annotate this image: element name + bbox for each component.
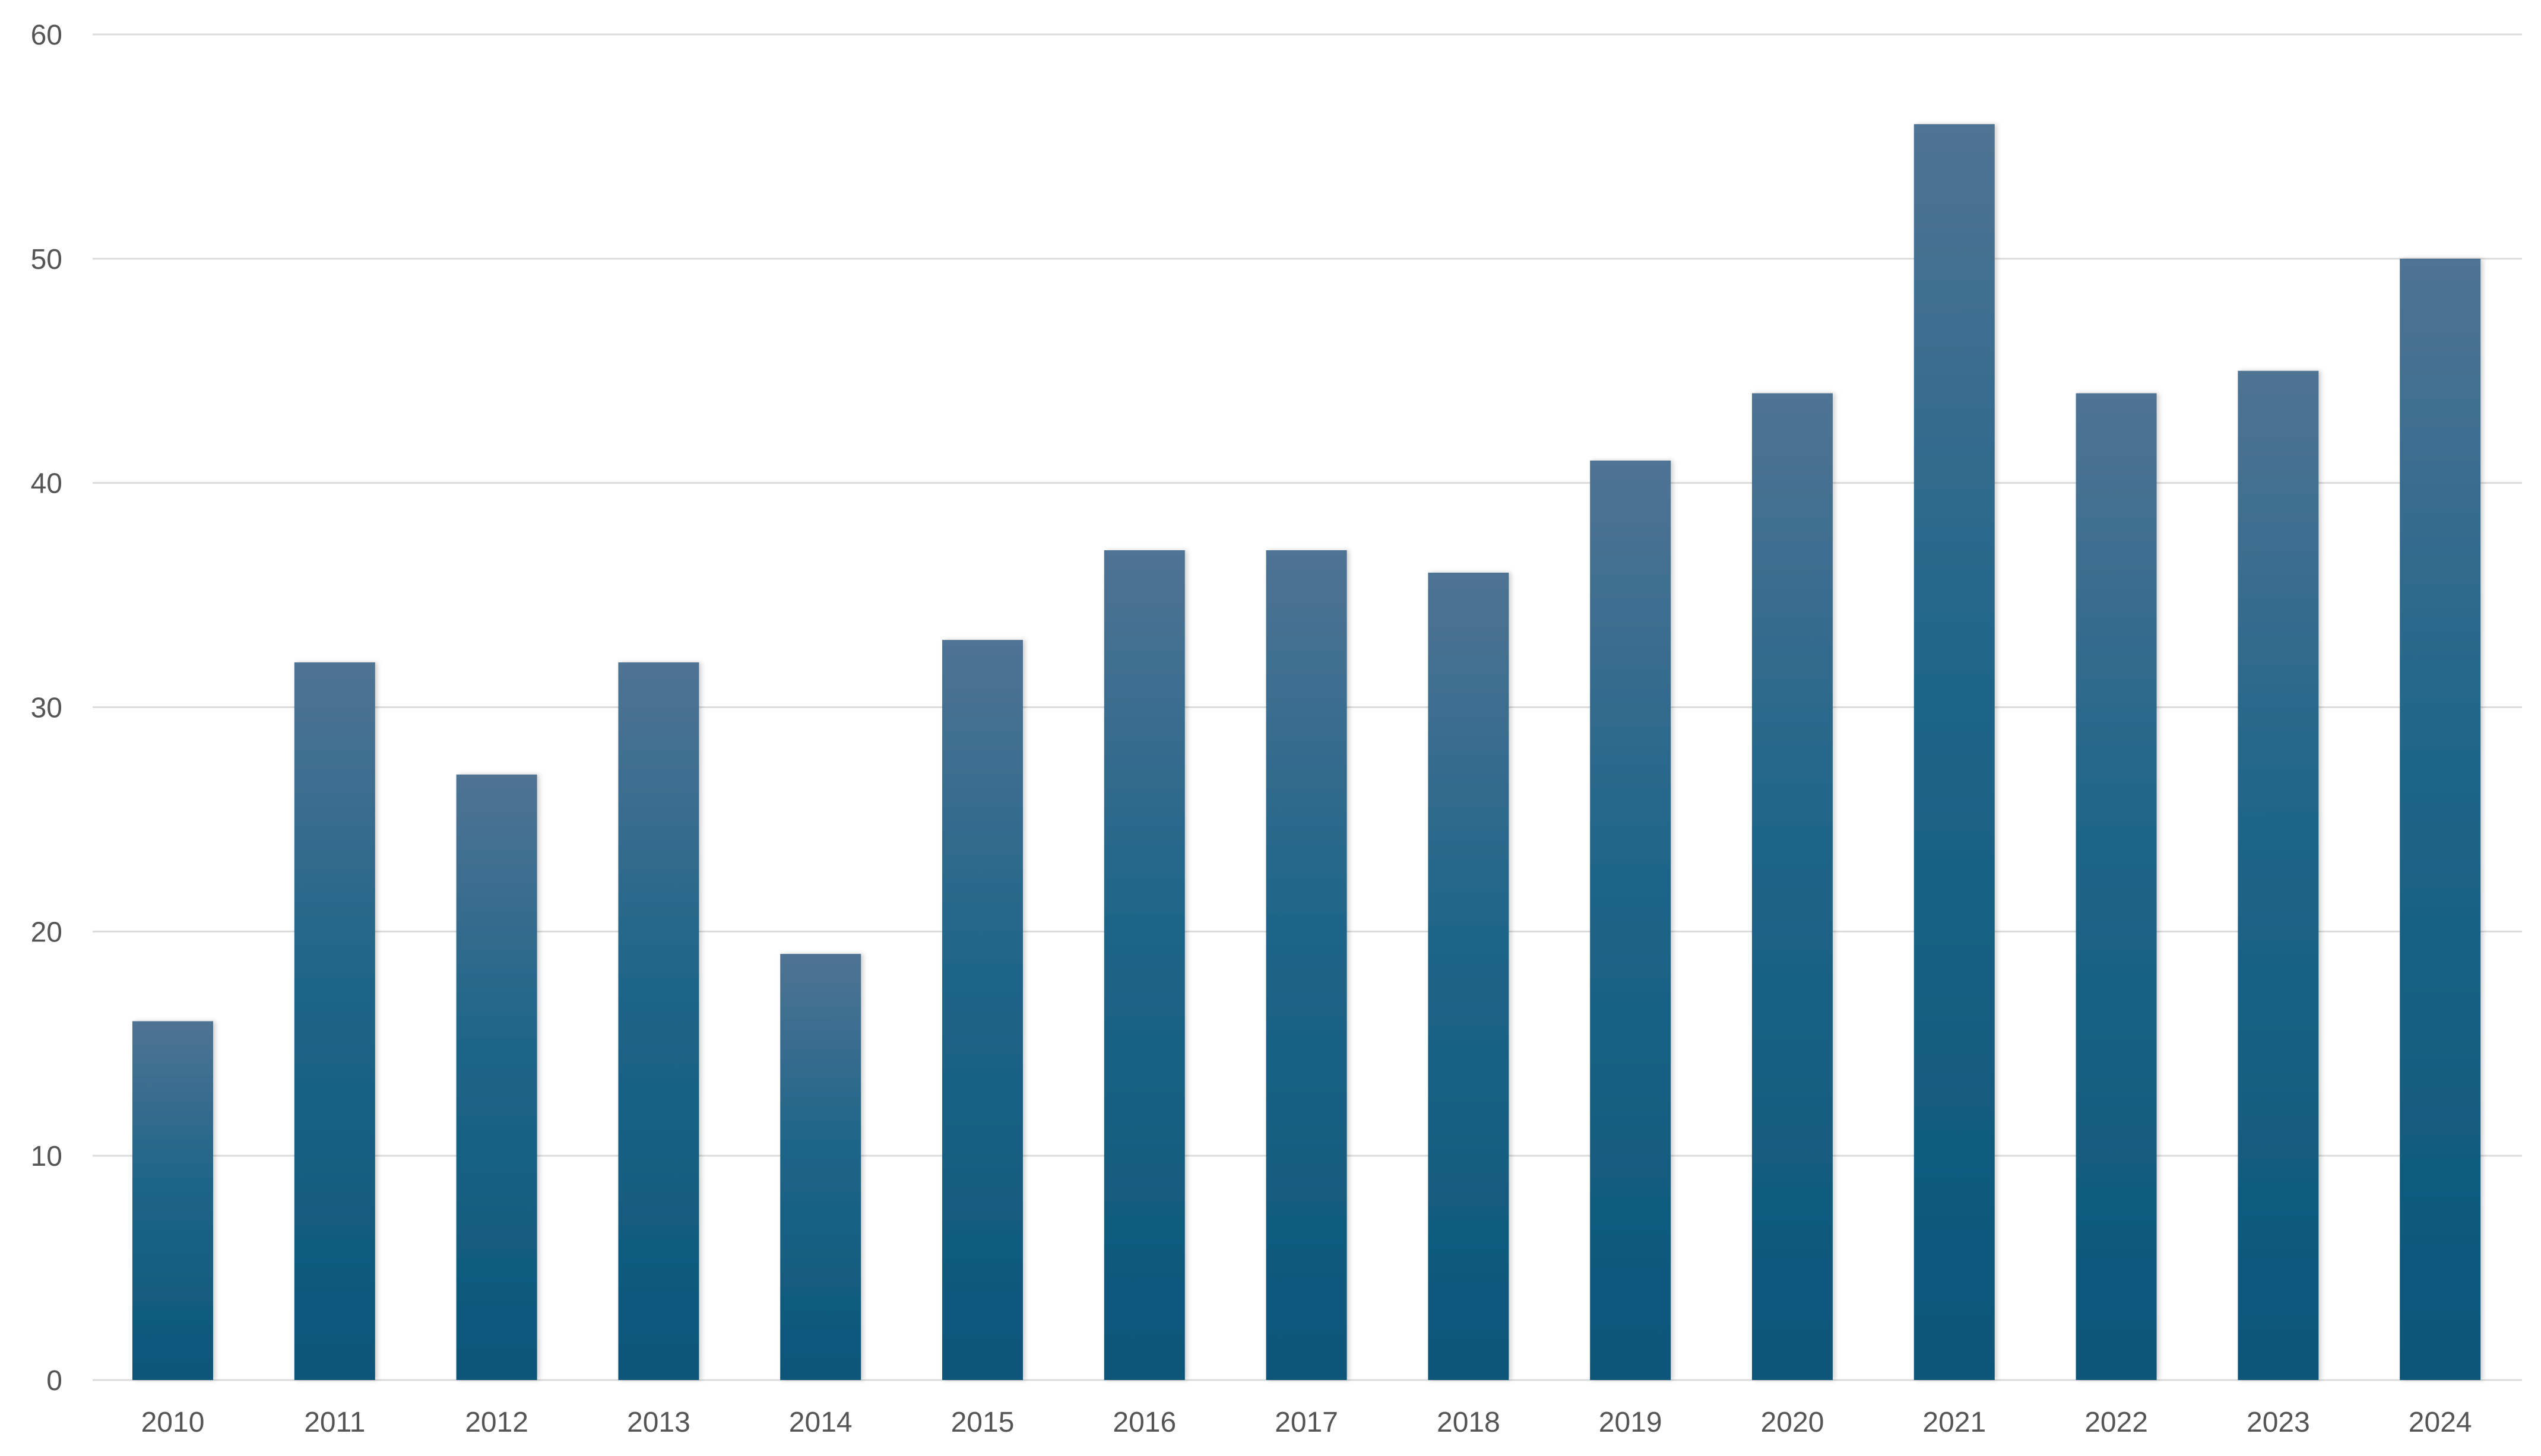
x-tick-label: 2021 [1922,1407,1986,1438]
y-tick-label: 10 [31,1141,62,1172]
x-tick-label: 2019 [1599,1407,1662,1438]
bar-2016 [1104,550,1185,1381]
x-tick-label: 2017 [1275,1407,1338,1438]
y-tick-label: 0 [46,1365,62,1397]
x-tick-label: 2011 [304,1407,365,1438]
bar-2021 [1913,124,1995,1381]
bar-2019 [1590,460,1671,1381]
y-tick-label: 50 [31,244,62,275]
bar-2012 [456,774,537,1380]
x-tick-label: 2016 [1113,1407,1176,1438]
y-tick-label: 40 [31,468,62,500]
x-tick-label: 2010 [141,1407,205,1438]
bar-2011 [294,662,375,1380]
x-tick-label: 2013 [627,1407,690,1438]
x-axis-ticks: 2010 2011 2012 2013 2014 2015 2016 2017 2018 2019… [141,1407,2472,1438]
y-axis-ticks: 0 10 20 30 40 50 60 [31,20,62,1397]
y-tick-label: 20 [31,916,62,948]
bar-2017 [1266,550,1347,1381]
x-tick-label: 2012 [465,1407,528,1438]
bar-2013 [618,662,699,1380]
x-tick-label: 2015 [951,1407,1015,1438]
bar-2024 [2400,258,2481,1380]
bar-2020 [1752,393,1833,1380]
y-tick-label: 30 [31,693,62,724]
x-tick-label: 2020 [1761,1407,1824,1438]
bar-2023 [2238,370,2319,1380]
x-tick-label: 2014 [789,1407,853,1438]
y-tick-label: 60 [31,20,62,51]
x-tick-label: 2023 [2247,1407,2310,1438]
bar-2022 [2076,393,2157,1380]
x-tick-label: 2024 [2409,1407,2472,1438]
bar-2014 [780,954,861,1380]
x-tick-label: 2018 [1437,1407,1500,1438]
bar-2015 [942,640,1023,1380]
x-tick-label: 2022 [2084,1407,2148,1438]
bars [132,124,2481,1381]
bar-2010 [132,1021,213,1380]
bar-2018 [1428,572,1509,1380]
